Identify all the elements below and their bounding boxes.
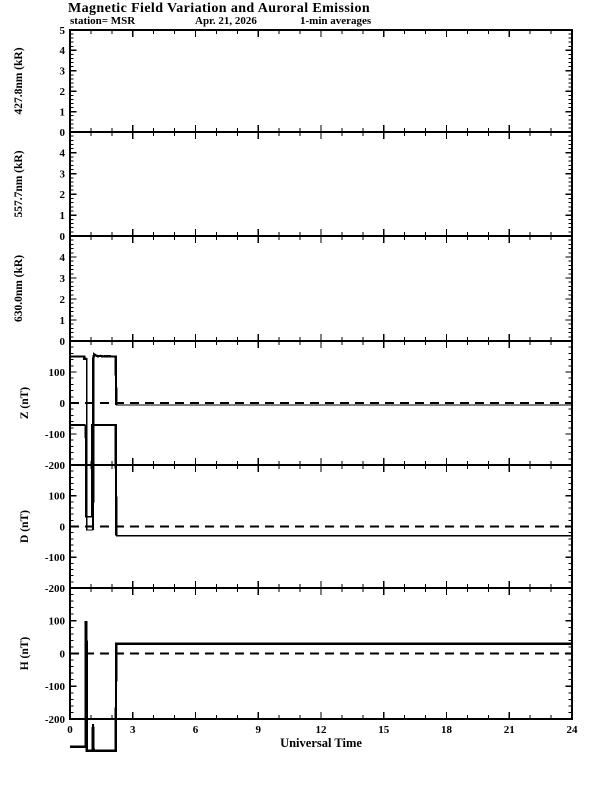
trace-segment	[91, 352, 118, 531]
y-tick-label: 4	[60, 148, 66, 160]
trace-segment	[70, 355, 87, 360]
y-tick-label: 2	[60, 86, 66, 98]
x-tick-label: 6	[193, 724, 199, 736]
y-tick-label: 1	[60, 210, 66, 222]
x-axis: 0 3 6 9 12 15 18 21 24 Universal Time	[67, 724, 578, 750]
panel-630.0nm: 4 3 2 1 0 630.0nm (kR)	[13, 235, 573, 348]
y-tick-label: 100	[49, 616, 66, 628]
panel-ylabel: H (nT)	[19, 637, 31, 671]
panel-557.7nm: 4 3 2 1 0 557.7nm (kR)	[13, 131, 573, 243]
trace-segment	[86, 358, 93, 531]
y-tick-label: 4	[60, 45, 66, 57]
trace-segment	[84, 424, 92, 518]
x-tick-label: 21	[504, 724, 515, 736]
y-tick-label: -100	[45, 681, 66, 693]
y-tick-label: 2	[60, 189, 66, 201]
y-tick-label: 1	[60, 106, 66, 118]
y-tick-label: 0	[60, 398, 66, 410]
y-tick-label: -200	[45, 583, 66, 595]
y-tick-label: 100	[49, 367, 66, 379]
panel-ylabel: 557.7nm (kR)	[13, 150, 25, 217]
x-ticks	[69, 236, 573, 341]
y-tick-label: 0	[60, 648, 66, 660]
y-tick-label: -100	[45, 552, 66, 564]
y-tick-label: 3	[60, 168, 66, 180]
y-tick-label: 3	[60, 66, 66, 78]
trace-segment	[90, 423, 118, 536]
station-label: station= MSR	[70, 15, 136, 27]
y-tick-label: -100	[45, 429, 66, 441]
panel-D: 100 0 -100 -200 D (nT)	[19, 423, 573, 595]
y-tick-label: 2	[60, 294, 66, 306]
panel-border	[69, 235, 573, 342]
x-ticks	[69, 30, 573, 132]
panel-border	[69, 131, 573, 237]
panel-ylabel: 630.0nm (kR)	[13, 255, 25, 322]
date-label: Apr. 21, 2026	[195, 15, 257, 27]
panel-Z: 100 0 -100 -200 Z (nT)	[19, 340, 573, 531]
x-tick-label: 18	[441, 724, 453, 736]
x-tick-label: 24	[567, 724, 579, 736]
panel-427.8nm: 5 4 3 2 1 0 427.8nm (kR)	[13, 25, 573, 139]
trace-Z	[70, 352, 572, 531]
y-tick-label: 100	[49, 491, 66, 503]
trace-H	[70, 621, 572, 752]
x-tick-label: 15	[378, 724, 390, 736]
trace-D	[70, 423, 572, 537]
panel-ylabel: Z (nT)	[19, 387, 31, 419]
y-tick-label: 5	[60, 25, 66, 37]
y-ticks	[70, 235, 572, 342]
y-tick-label: 3	[60, 273, 66, 285]
x-tick-label: 9	[256, 724, 262, 736]
y-tick-label: -200	[45, 714, 66, 726]
y-tick-label: -200	[45, 460, 66, 472]
y-tick-label: 0	[60, 231, 66, 243]
y-tick-label: 0	[60, 521, 66, 533]
y-tick-label: 4	[60, 252, 66, 264]
panel-border	[69, 29, 573, 133]
x-tick-label: 0	[67, 724, 73, 736]
panel-ylabel: 427.8nm (kR)	[13, 47, 25, 114]
averaging-label: 1-min averages	[300, 15, 372, 27]
trace-segment	[70, 621, 572, 752]
x-ticks	[69, 132, 573, 236]
chart-title: Magnetic Field Variation and Auroral Emi…	[68, 1, 371, 16]
x-tick-label: 3	[130, 724, 136, 736]
y-tick-label: 1	[60, 315, 66, 327]
y-ticks	[70, 131, 572, 237]
y-tick-label: 0	[60, 127, 66, 139]
y-tick-label: 0	[60, 336, 66, 348]
panel-border	[69, 587, 573, 720]
x-axis-title: Universal Time	[280, 736, 362, 750]
x-tick-label: 12	[316, 724, 328, 736]
y-ticks	[70, 29, 572, 133]
panel-H: 100 0 -100 -200 H (nT)	[19, 587, 573, 752]
panel-ylabel: D (nT)	[19, 510, 31, 543]
